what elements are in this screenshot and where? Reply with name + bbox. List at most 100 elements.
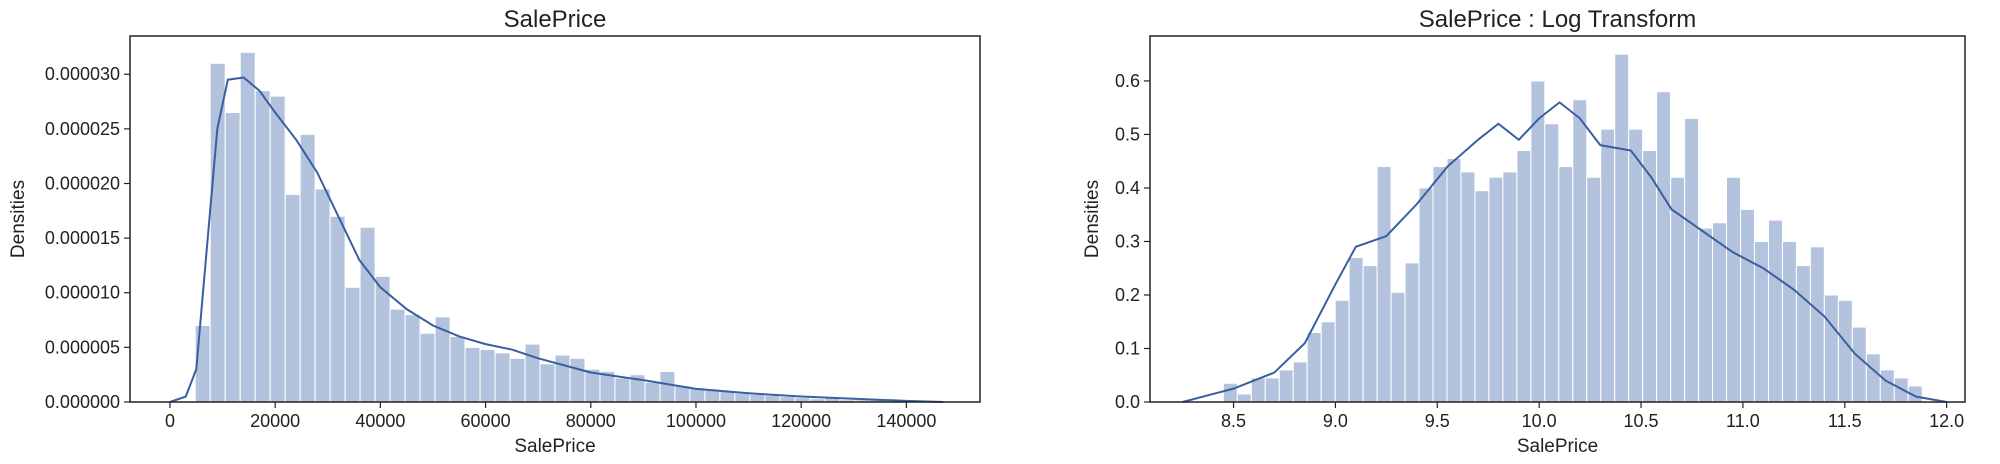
histogram-bar — [224, 111, 241, 403]
x-tick-label: 9.5 — [1425, 411, 1450, 431]
x-tick-label: 12.0 — [1929, 411, 1964, 431]
histogram-bar — [329, 215, 346, 403]
histogram-bar — [1823, 294, 1839, 403]
histogram-bar — [659, 370, 676, 403]
histogram-bar — [1698, 227, 1714, 403]
histogram-bar — [284, 193, 301, 403]
histogram-bar — [1851, 326, 1867, 403]
histogram-bar — [1278, 369, 1294, 403]
y-tick-label: 0.1 — [1115, 338, 1140, 358]
x-tick-label: 120000 — [771, 411, 831, 431]
y-tick-label: 0.000015 — [45, 228, 120, 248]
histogram-bar — [1404, 262, 1420, 403]
y-tick-label: 0.0 — [1115, 392, 1140, 412]
axes-frame — [1149, 35, 1966, 403]
histogram-bar — [1879, 369, 1895, 403]
histogram-bar — [1236, 393, 1252, 403]
histogram-bar — [464, 346, 481, 403]
histogram-bar — [389, 308, 406, 403]
histogram-bar — [1544, 123, 1560, 403]
histogram-bar — [314, 188, 331, 403]
histogram-bar — [764, 394, 781, 403]
histogram-bar — [419, 332, 436, 403]
histogram-bar — [1781, 240, 1797, 403]
histogram-bar — [1642, 150, 1658, 403]
x-axis-label: SalePrice — [1517, 436, 1598, 457]
y-tick-label: 0.000030 — [45, 64, 120, 84]
histogram-bar — [1740, 208, 1755, 403]
histogram-bar — [1684, 117, 1700, 403]
histogram-bar — [1656, 91, 1672, 403]
histogram-bar — [554, 354, 571, 403]
histogram-bar — [1586, 176, 1602, 403]
histogram-bar — [1837, 299, 1853, 403]
histogram-bar — [269, 95, 286, 403]
kde-line — [169, 76, 944, 403]
y-tick-label: 0.000010 — [45, 283, 120, 303]
histogram-bar — [1558, 166, 1574, 403]
histogram-bar — [479, 349, 496, 403]
x-tick-label: 140000 — [876, 411, 936, 431]
y-axis-label: Densities — [1082, 180, 1103, 258]
histogram-bar — [1572, 99, 1588, 403]
kde-line — [1182, 101, 1947, 403]
histogram-bar — [374, 275, 391, 403]
y-tick-label: 0.000025 — [45, 119, 120, 139]
histogram-bar — [1222, 382, 1238, 403]
histogram-bar — [1446, 158, 1462, 403]
x-tick-label: 80000 — [566, 411, 616, 431]
x-tick-label: 10.5 — [1624, 411, 1659, 431]
x-tick-label: 100000 — [666, 411, 726, 431]
histogram-bar — [1292, 361, 1308, 403]
y-tick-label: 0.3 — [1115, 231, 1140, 251]
histogram-bar — [1390, 291, 1406, 403]
histogram-bar — [1320, 321, 1336, 403]
histogram-bar — [1264, 377, 1280, 403]
histogram-bar — [749, 393, 766, 403]
histogram-bar — [1712, 222, 1728, 403]
histogram-bar — [1809, 246, 1825, 403]
histogram-bar — [569, 357, 586, 403]
histogram-bar — [1600, 128, 1616, 403]
histogram-bar — [1460, 171, 1476, 403]
x-tick-label: 0 — [165, 411, 175, 431]
histogram-bar — [614, 377, 631, 403]
histogram-bar — [1418, 187, 1434, 403]
histogram-bar — [1488, 176, 1504, 403]
histogram-bar — [1348, 257, 1364, 403]
histogram-bar — [1614, 53, 1630, 403]
histogram-bar — [1516, 150, 1532, 403]
y-tick-label: 0.5 — [1115, 124, 1140, 144]
histogram-bar — [344, 286, 361, 403]
x-tick-label: 20000 — [250, 411, 300, 431]
histogram-bar — [509, 357, 526, 403]
y-axis-label: Densities — [8, 180, 29, 258]
histogram-bar — [1376, 166, 1392, 403]
chart-title: SalePrice — [504, 6, 607, 33]
histogram-bar — [449, 335, 466, 403]
y-tick-label: 0.2 — [1115, 285, 1140, 305]
histogram-bar — [1334, 299, 1350, 403]
histogram-bar — [779, 396, 796, 403]
y-tick-label: 0.4 — [1115, 178, 1140, 198]
histogram-bar — [359, 226, 376, 403]
x-tick-label: 11.0 — [1726, 411, 1760, 431]
histogram-bar — [539, 363, 556, 403]
histogram-bar — [1767, 219, 1783, 403]
histogram-bar — [239, 51, 256, 403]
histogram-bar — [734, 392, 751, 403]
y-tick-label: 0.000020 — [45, 173, 120, 193]
histogram-bar — [1362, 265, 1378, 403]
x-tick-label: 11.5 — [1828, 411, 1862, 431]
histogram-bar — [1865, 353, 1881, 403]
histogram-bar — [524, 343, 541, 403]
axes-frame — [129, 35, 981, 403]
histogram-bar — [1530, 80, 1546, 403]
x-tick-label: 10.0 — [1522, 411, 1557, 431]
histogram-bar — [644, 381, 661, 403]
histogram-bar — [1432, 166, 1448, 403]
histogram-bar — [1795, 265, 1811, 403]
y-tick-label: 0.000000 — [45, 392, 120, 412]
histogram-bar — [1628, 128, 1644, 403]
